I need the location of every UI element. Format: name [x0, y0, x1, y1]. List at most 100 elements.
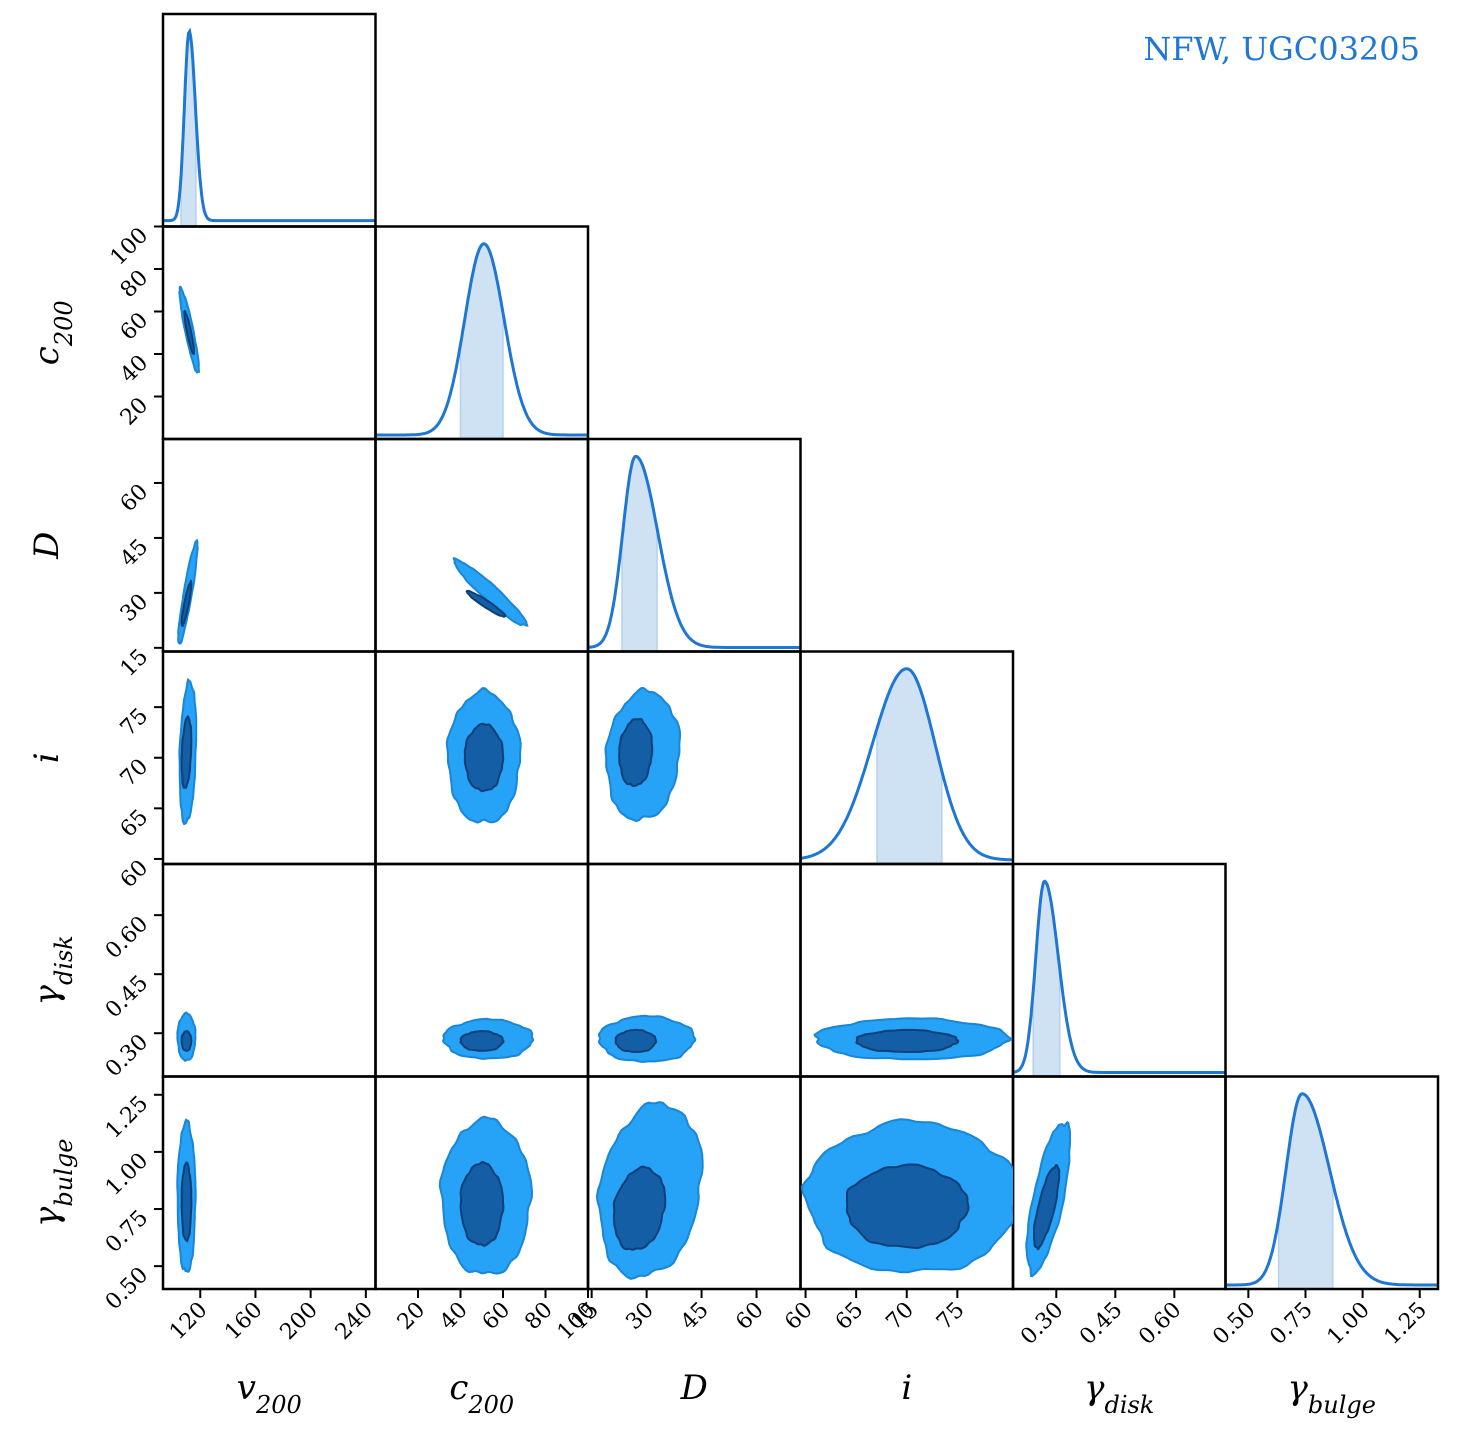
- panel-gamma_disk-gamma_disk: [1013, 879, 1226, 1077]
- contour-outer: [452, 557, 529, 627]
- x-tick-label-c200: 20: [393, 1298, 430, 1335]
- contour-inner: [180, 1030, 193, 1052]
- panel-D-D: [588, 454, 801, 652]
- contour-gamma_bulge-c200: [438, 1115, 534, 1275]
- y-tick-label-gamma_bulge: 1.00: [101, 1148, 153, 1200]
- y-axis-label-D: D: [27, 532, 67, 560]
- x-tick-label-c200: 40: [435, 1298, 472, 1335]
- contour-gamma_bulge-D: [595, 1101, 704, 1280]
- x-tick-label-i: 70: [882, 1298, 919, 1335]
- contour-i-c200: [445, 687, 522, 824]
- contour-i-v200: [178, 677, 198, 826]
- x-tick-label-c200: 60: [478, 1298, 515, 1335]
- contour-i-D: [604, 686, 682, 823]
- x-tick-label-v200: 120: [165, 1298, 212, 1345]
- x-axis-label-v200: v200: [237, 1368, 302, 1419]
- contour-gamma_disk-i: [813, 1017, 1013, 1061]
- x-axis-label-gamma_bulge: γbulge: [1288, 1368, 1376, 1419]
- x-tick-label-gamma_bulge: 1.25: [1380, 1298, 1432, 1350]
- x-axis-label-D: D: [680, 1368, 708, 1408]
- panel-frame: [161, 225, 377, 441]
- x-tick-label-gamma_bulge: 1.00: [1323, 1298, 1375, 1350]
- marginal-curve-i: [800, 667, 1013, 862]
- y-tick-label-gamma_disk: 0.60: [101, 912, 153, 964]
- panel-i-i: [800, 667, 1013, 864]
- y-tick-label-i: 60: [116, 856, 153, 893]
- x-tick-label-i: 75: [932, 1298, 969, 1335]
- y-tick-label-c200: 60: [116, 308, 153, 345]
- panel-gamma_bulge-gamma_bulge: [1225, 1092, 1438, 1289]
- x-tick-label-D: 45: [676, 1298, 713, 1335]
- y-tick-label-D: 60: [116, 480, 153, 517]
- x-tick-label-v200: 160: [220, 1298, 267, 1345]
- contour-inner: [180, 579, 193, 628]
- y-tick-label-D: 45: [116, 534, 153, 571]
- contour-inner: [614, 1028, 658, 1053]
- y-tick-label-c200: 100: [106, 223, 153, 270]
- y-tick-label-D: 30: [116, 589, 153, 626]
- y-axis-label-c200: c200: [27, 300, 78, 365]
- contour-gamma_bulge-gamma_disk: [1025, 1121, 1072, 1278]
- x-tick-label-i: 65: [831, 1298, 868, 1335]
- panel-c200-c200: [375, 242, 588, 439]
- panel-v200-v200: [163, 27, 376, 227]
- x-axis-label-gamma_disk: γdisk: [1084, 1368, 1154, 1419]
- panel-frame: [1224, 1075, 1440, 1291]
- x-tick-label-gamma_disk: 0.30: [1016, 1298, 1068, 1350]
- contour-inner: [459, 1160, 505, 1247]
- x-tick-label-gamma_disk: 0.45: [1075, 1298, 1127, 1350]
- x-tick-label-v200: 240: [331, 1298, 378, 1345]
- y-axis-label-i: i: [27, 752, 67, 763]
- credible-band-gamma_disk: [1032, 880, 1061, 1077]
- x-axis-label-i: i: [901, 1368, 912, 1408]
- x-tick-label-i: 60: [780, 1298, 817, 1335]
- marginal-curve-c200: [375, 242, 588, 437]
- credible-band-gamma_bulge: [1277, 1093, 1334, 1289]
- x-tick-label-gamma_bulge: 0.50: [1208, 1298, 1260, 1350]
- contour-D-c200: [452, 557, 529, 627]
- contour-inner: [618, 717, 654, 788]
- x-tick-label-D: 30: [621, 1298, 658, 1335]
- contour-inner: [180, 1161, 193, 1243]
- contour-c200-v200: [178, 285, 201, 374]
- contour-inner: [180, 715, 193, 790]
- marginal-curve-gamma_bulge: [1225, 1092, 1438, 1287]
- contour-inner: [465, 589, 507, 618]
- x-axis-label-c200: c200: [449, 1368, 514, 1419]
- x-tick-label-c200: 80: [520, 1298, 557, 1335]
- y-tick-label-D: 15: [116, 644, 153, 681]
- y-tick-label-i: 75: [116, 704, 153, 741]
- contour-gamma_disk-c200: [442, 1017, 534, 1060]
- y-tick-label-i: 70: [116, 754, 153, 791]
- contour-inner: [463, 722, 505, 793]
- contour-inner: [612, 1165, 667, 1251]
- contour-inner: [183, 309, 196, 355]
- marginal-curve-D: [588, 454, 801, 649]
- y-tick-label-i: 65: [116, 805, 153, 842]
- contour-inner: [855, 1028, 960, 1053]
- contour-D-v200: [177, 538, 199, 646]
- legend-text: NFW, UGC03205: [1143, 30, 1420, 68]
- contour-inner: [1033, 1163, 1061, 1251]
- contour-gamma_disk-D: [597, 1014, 697, 1063]
- contour-gamma_bulge-i: [800, 1118, 1013, 1274]
- y-tick-label-gamma_bulge: 0.50: [101, 1263, 153, 1315]
- y-tick-label-c200: 40: [116, 351, 153, 388]
- x-tick-label-v200: 200: [276, 1298, 323, 1345]
- y-tick-label-gamma_bulge: 1.25: [101, 1091, 153, 1143]
- y-axis-label-gamma_disk: γdisk: [27, 935, 78, 1005]
- contour-gamma_bulge-v200: [176, 1118, 197, 1274]
- contour-gamma_disk-v200: [176, 1011, 197, 1062]
- panel-frame: [374, 437, 590, 653]
- y-axis-label-gamma_bulge: γbulge: [27, 1139, 78, 1227]
- y-tick-label-gamma_disk: 0.30: [101, 1030, 153, 1082]
- marginal-curve-gamma_disk: [1013, 879, 1226, 1074]
- marginal-curve-v200: [163, 27, 376, 223]
- x-tick-label-gamma_disk: 0.60: [1134, 1298, 1186, 1350]
- y-tick-label-gamma_bulge: 0.75: [101, 1206, 153, 1258]
- y-tick-label-gamma_disk: 0.45: [101, 971, 153, 1023]
- contour-inner: [845, 1163, 970, 1250]
- y-tick-label-c200: 20: [116, 393, 153, 430]
